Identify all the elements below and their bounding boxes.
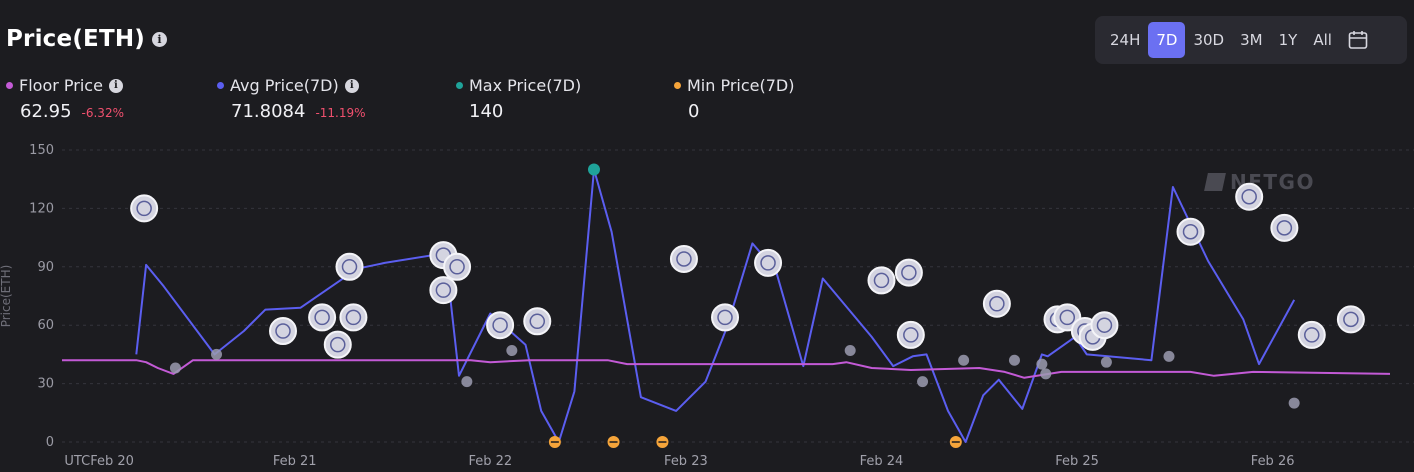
y-tick-label: 120 <box>29 201 54 216</box>
sale-nft-marker[interactable] <box>711 303 740 332</box>
avg-price-line <box>135 168 1296 443</box>
y-tick-label: 30 <box>37 377 54 392</box>
sale-nft-marker[interactable] <box>323 330 352 359</box>
avg-price-label: Avg Price(7D) <box>230 76 339 95</box>
floor-price-line <box>62 359 1391 379</box>
x-tick-label: Feb 26 <box>1251 454 1295 469</box>
range-3m-button[interactable]: 3M <box>1240 31 1263 49</box>
sale-nft-marker[interactable] <box>982 289 1011 318</box>
legend-max-price[interactable]: Max Price(7D) 140 <box>456 76 581 122</box>
sale-dot[interactable] <box>461 376 473 388</box>
legend-floor-price[interactable]: Floor Price i 62.95 -6.32% <box>6 76 124 122</box>
sale-nft-marker[interactable] <box>1270 213 1299 242</box>
x-tick-label: Feb 23 <box>664 454 708 469</box>
sale-nft-marker[interactable] <box>754 248 783 277</box>
sale-nft-marker[interactable] <box>339 303 368 332</box>
sale-nft-marker[interactable] <box>1336 305 1365 334</box>
avg-price-change: -11.19% <box>315 106 366 120</box>
page-title: Price(ETH) <box>6 26 145 52</box>
sale-nft-marker[interactable] <box>269 317 298 346</box>
sale-nft-marker[interactable] <box>1297 320 1326 349</box>
sale-nft-marker[interactable] <box>443 252 472 281</box>
time-range-selector: 24H 7D 30D 3M 1Y All <box>1095 16 1407 64</box>
calendar-icon[interactable] <box>1344 22 1372 58</box>
range-30d-button[interactable]: 30D <box>1193 31 1225 49</box>
y-tick-label: 0 <box>46 435 54 450</box>
y-tick-label: 60 <box>37 318 54 333</box>
chart-title-row: Price(ETH) i <box>6 26 167 52</box>
min-price-dot <box>674 82 681 89</box>
sale-nft-marker[interactable] <box>669 245 698 274</box>
range-24h-button[interactable]: 24H <box>1110 31 1141 49</box>
sale-dot[interactable] <box>1040 368 1052 380</box>
sale-nft-marker[interactable] <box>335 252 364 281</box>
sale-dot[interactable] <box>1008 354 1020 366</box>
sale-dot[interactable] <box>1163 350 1175 362</box>
range-all-button[interactable]: All <box>1313 31 1332 49</box>
range-7d-button[interactable]: 7D <box>1148 22 1186 58</box>
floor-price-value: 62.95 <box>20 101 72 122</box>
sale-dot[interactable] <box>1100 356 1112 368</box>
legend-min-price[interactable]: Min Price(7D) 0 <box>674 76 795 122</box>
sale-dot[interactable] <box>958 354 970 366</box>
sale-dot[interactable] <box>211 348 223 360</box>
sale-nft-marker[interactable] <box>1176 217 1205 246</box>
avg-price-value: 71.8084 <box>231 101 306 122</box>
sale-dot[interactable] <box>1036 358 1048 370</box>
sale-nft-marker[interactable] <box>894 258 923 287</box>
y-axis-label: Price(ETH) <box>0 265 13 328</box>
info-icon[interactable]: i <box>108 78 123 93</box>
sale-dot[interactable] <box>169 362 181 374</box>
sale-dot[interactable] <box>917 376 929 388</box>
y-tick-label: 150 <box>29 143 54 158</box>
x-tick-label: Feb 25 <box>1055 454 1099 469</box>
sale-nft-marker[interactable] <box>429 276 458 305</box>
x-tick-label: Feb 21 <box>273 454 317 469</box>
info-icon[interactable]: i <box>344 78 359 93</box>
sale-dot[interactable] <box>1288 397 1300 409</box>
x-tick-label: Feb 22 <box>468 454 512 469</box>
x-tick-label: UTCFeb 20 <box>64 454 133 469</box>
sale-nft-marker[interactable] <box>308 303 337 332</box>
range-1y-button[interactable]: 1Y <box>1278 31 1298 49</box>
avg-price-dot <box>217 82 224 89</box>
max-price-point[interactable] <box>587 163 600 176</box>
sale-nft-marker[interactable] <box>896 320 925 349</box>
min-price-label: Min Price(7D) <box>687 76 795 95</box>
min-price-value: 0 <box>688 101 700 122</box>
max-price-label: Max Price(7D) <box>469 76 582 95</box>
info-icon[interactable]: i <box>152 31 167 47</box>
sale-nft-marker[interactable] <box>130 194 159 223</box>
x-tick-label: Feb 24 <box>860 454 904 469</box>
sale-nft-marker[interactable] <box>867 266 896 295</box>
legend-avg-price[interactable]: Avg Price(7D) i 71.8084 -11.19% <box>217 76 366 122</box>
max-price-value: 140 <box>469 101 504 122</box>
sale-nft-marker[interactable] <box>523 307 552 336</box>
sale-dot[interactable] <box>506 345 518 357</box>
sale-nft-marker[interactable] <box>486 311 515 340</box>
sale-dot[interactable] <box>844 345 856 357</box>
sale-nft-marker[interactable] <box>1090 311 1119 340</box>
floor-price-change: -6.32% <box>81 106 124 120</box>
floor-price-dot <box>6 82 13 89</box>
y-tick-label: 90 <box>37 260 54 275</box>
chart-legend: Floor Price i 62.95 -6.32% Avg Price(7D)… <box>0 76 900 136</box>
max-price-dot <box>456 82 463 89</box>
sale-nft-marker[interactable] <box>1235 182 1264 211</box>
floor-price-label: Floor Price <box>19 76 103 95</box>
